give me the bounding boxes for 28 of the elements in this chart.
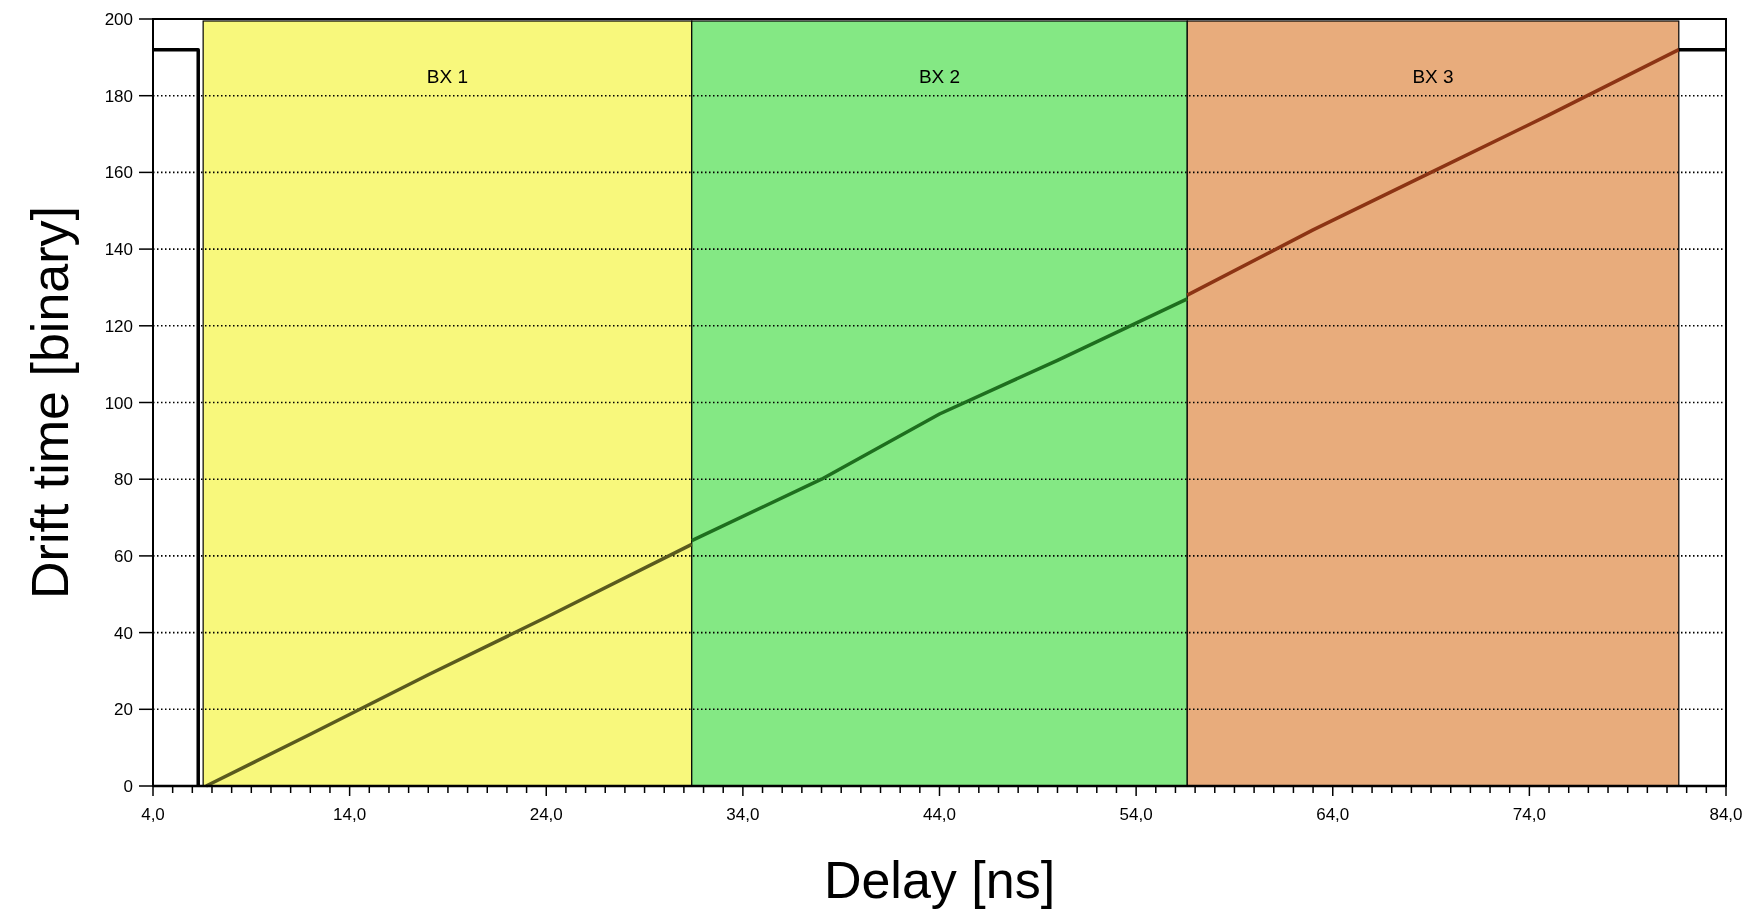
y-axis-title: Drift time [binary] bbox=[21, 206, 79, 599]
x-tick-label: 84,0 bbox=[1709, 805, 1743, 824]
x-tick-label: 54,0 bbox=[1119, 805, 1153, 824]
band-label: BX 3 bbox=[1412, 66, 1454, 87]
x-tick-label: 74,0 bbox=[1512, 805, 1546, 824]
x-tick-label: 4,0 bbox=[141, 805, 165, 824]
y-tick-label: 160 bbox=[104, 163, 133, 183]
x-tick-label: 24,0 bbox=[529, 805, 563, 824]
y-tick-label: 140 bbox=[104, 240, 133, 260]
x-tick-label: 44,0 bbox=[922, 805, 957, 824]
y-tick-label: 200 bbox=[104, 10, 133, 29]
line-series bbox=[204, 542, 694, 788]
y-tick-label: 120 bbox=[104, 316, 133, 336]
y-tick-label: 20 bbox=[114, 700, 133, 720]
x-axis-title: Delay [ns] bbox=[823, 851, 1056, 909]
y-tick-label: 80 bbox=[114, 470, 133, 490]
band-label: BX 1 bbox=[426, 66, 469, 87]
line-series bbox=[1185, 47, 1681, 297]
y-tick-label: 60 bbox=[114, 546, 133, 566]
line-series bbox=[690, 297, 1189, 543]
y-tick-label: 100 bbox=[104, 393, 133, 413]
x-tick-label: 34,0 bbox=[726, 805, 760, 824]
y-tick-label: 180 bbox=[104, 86, 133, 106]
y-tick-label: 0 bbox=[123, 777, 133, 796]
y-tick-label: 40 bbox=[114, 623, 133, 643]
band-label: BX 2 bbox=[918, 66, 961, 87]
x-tick-label: 64,0 bbox=[1316, 805, 1350, 824]
x-tick-label: 14,0 bbox=[333, 805, 367, 824]
